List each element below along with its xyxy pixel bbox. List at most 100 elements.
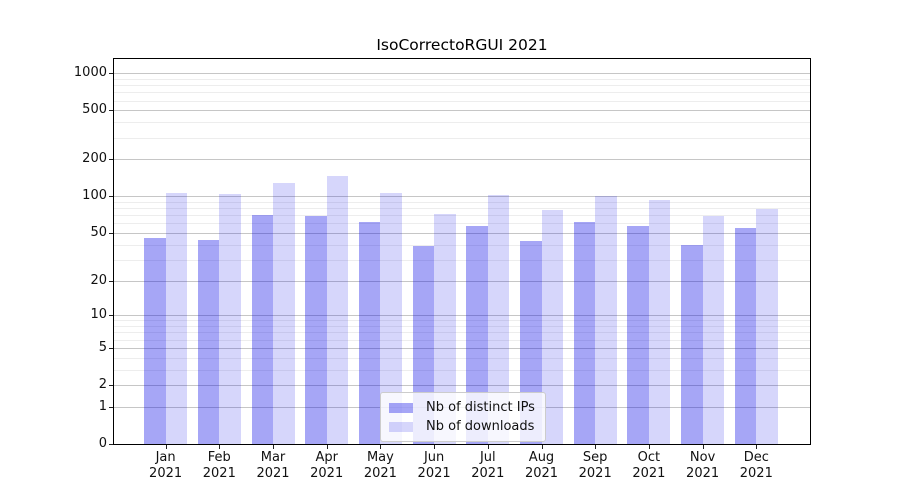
major-gridline bbox=[114, 280, 810, 282]
minor-gridline bbox=[114, 215, 810, 217]
legend-label-distinct-ips: Nb of distinct IPs bbox=[426, 400, 535, 415]
legend-swatch-downloads bbox=[389, 421, 413, 432]
x-tick-label: Oct 2021 bbox=[632, 450, 666, 481]
bar-downloads bbox=[434, 214, 456, 444]
x-tick-label: Dec 2021 bbox=[739, 450, 773, 481]
y-tick-mark bbox=[109, 280, 113, 282]
bar-downloads bbox=[273, 182, 295, 444]
y-tick-mark bbox=[109, 444, 113, 445]
x-tick-mark bbox=[165, 445, 167, 449]
legend-item-distinct-ips: Nb of distinct IPs bbox=[389, 398, 537, 417]
minor-gridline bbox=[114, 92, 810, 94]
x-tick-mark bbox=[434, 445, 436, 449]
minor-gridline bbox=[114, 137, 810, 139]
major-gridline bbox=[114, 159, 810, 161]
minor-gridline bbox=[114, 223, 810, 225]
legend-label-downloads: Nb of downloads bbox=[426, 419, 535, 434]
y-tick-label: 50 bbox=[90, 224, 107, 240]
y-tick-mark bbox=[109, 110, 113, 112]
minor-gridline bbox=[114, 100, 810, 102]
y-tick-label: 500 bbox=[82, 102, 107, 118]
major-gridline bbox=[114, 196, 810, 198]
bar-downloads bbox=[595, 196, 617, 444]
bar-distinct-ips bbox=[251, 215, 273, 444]
bar-downloads bbox=[165, 192, 188, 444]
legend: Nb of distinct IPs Nb of downloads bbox=[380, 392, 546, 442]
minor-gridline bbox=[114, 339, 810, 341]
x-tick-label: Apr 2021 bbox=[310, 450, 344, 481]
bar-downloads bbox=[380, 193, 402, 444]
minor-gridline bbox=[114, 201, 810, 203]
bar-downloads bbox=[702, 215, 725, 444]
x-tick-mark bbox=[273, 445, 274, 449]
y-tick-label: 5 bbox=[98, 339, 107, 355]
y-tick-mark bbox=[109, 232, 113, 234]
y-tick-mark bbox=[109, 196, 113, 198]
bar-distinct-ips bbox=[734, 227, 757, 444]
legend-item-downloads: Nb of downloads bbox=[389, 417, 537, 436]
y-tick-mark bbox=[109, 315, 113, 317]
y-tick-mark bbox=[109, 347, 113, 349]
bar-distinct-ips bbox=[144, 238, 166, 444]
y-tick-label: 20 bbox=[90, 272, 107, 288]
major-gridline bbox=[114, 110, 810, 112]
minor-gridline bbox=[114, 78, 810, 80]
minor-gridline bbox=[114, 208, 810, 210]
minor-gridline bbox=[114, 369, 810, 371]
x-tick-mark bbox=[648, 445, 650, 449]
bar-distinct-ips bbox=[573, 222, 596, 444]
bar-distinct-ips bbox=[466, 226, 488, 444]
y-tick-mark bbox=[109, 159, 113, 161]
y-tick-mark bbox=[109, 406, 113, 408]
x-tick-mark bbox=[219, 445, 221, 449]
x-tick-mark bbox=[487, 445, 489, 449]
bar-downloads bbox=[648, 200, 671, 444]
x-tick-label: Sep 2021 bbox=[578, 450, 612, 481]
major-gridline bbox=[114, 232, 810, 234]
x-tick-label: May 2021 bbox=[363, 450, 397, 481]
bar-distinct-ips bbox=[305, 215, 327, 444]
minor-gridline bbox=[114, 85, 810, 86]
major-gridline bbox=[114, 315, 810, 317]
bar-downloads bbox=[756, 209, 778, 444]
chart-title: IsoCorrectoRGUI 2021 bbox=[376, 36, 548, 54]
major-gridline bbox=[114, 73, 810, 75]
major-gridline bbox=[114, 347, 810, 349]
y-tick-label: 1 bbox=[98, 398, 107, 414]
minor-gridline bbox=[114, 320, 810, 322]
x-tick-mark bbox=[541, 445, 543, 449]
bar-downloads bbox=[219, 194, 241, 444]
x-tick-label: Feb 2021 bbox=[202, 450, 236, 481]
y-tick-label: 2 bbox=[98, 377, 107, 392]
bar-distinct-ips bbox=[627, 226, 649, 444]
x-tick-label: Aug 2021 bbox=[524, 450, 559, 481]
y-tick-label: 200 bbox=[82, 151, 107, 167]
minor-gridline bbox=[114, 244, 810, 246]
minor-gridline bbox=[114, 332, 810, 334]
minor-gridline bbox=[114, 357, 810, 359]
x-tick-mark bbox=[595, 445, 597, 449]
minor-gridline bbox=[114, 122, 810, 124]
y-tick-label: 0 bbox=[98, 436, 107, 451]
y-tick-mark bbox=[109, 73, 113, 75]
x-tick-label: Jan 2021 bbox=[149, 450, 183, 481]
x-tick-mark bbox=[380, 445, 382, 449]
bar-distinct-ips bbox=[197, 239, 220, 444]
x-tick-label: Jul 2021 bbox=[471, 450, 505, 481]
x-tick-mark bbox=[702, 445, 704, 449]
x-tick-label: Nov 2021 bbox=[686, 450, 720, 481]
bar-distinct-ips bbox=[358, 222, 381, 444]
bar-downloads bbox=[326, 175, 349, 444]
minor-gridline bbox=[114, 326, 810, 327]
x-tick-label: Jun 2021 bbox=[417, 450, 451, 481]
y-tick-mark bbox=[109, 385, 113, 386]
bar-downloads bbox=[487, 195, 510, 444]
y-tick-label: 1000 bbox=[73, 65, 107, 81]
major-gridline bbox=[114, 385, 810, 386]
x-tick-label: Mar 2021 bbox=[256, 450, 290, 481]
minor-gridline bbox=[114, 259, 810, 261]
x-tick-mark bbox=[326, 445, 328, 449]
y-tick-label: 10 bbox=[90, 307, 107, 323]
y-tick-label: 100 bbox=[82, 188, 107, 204]
